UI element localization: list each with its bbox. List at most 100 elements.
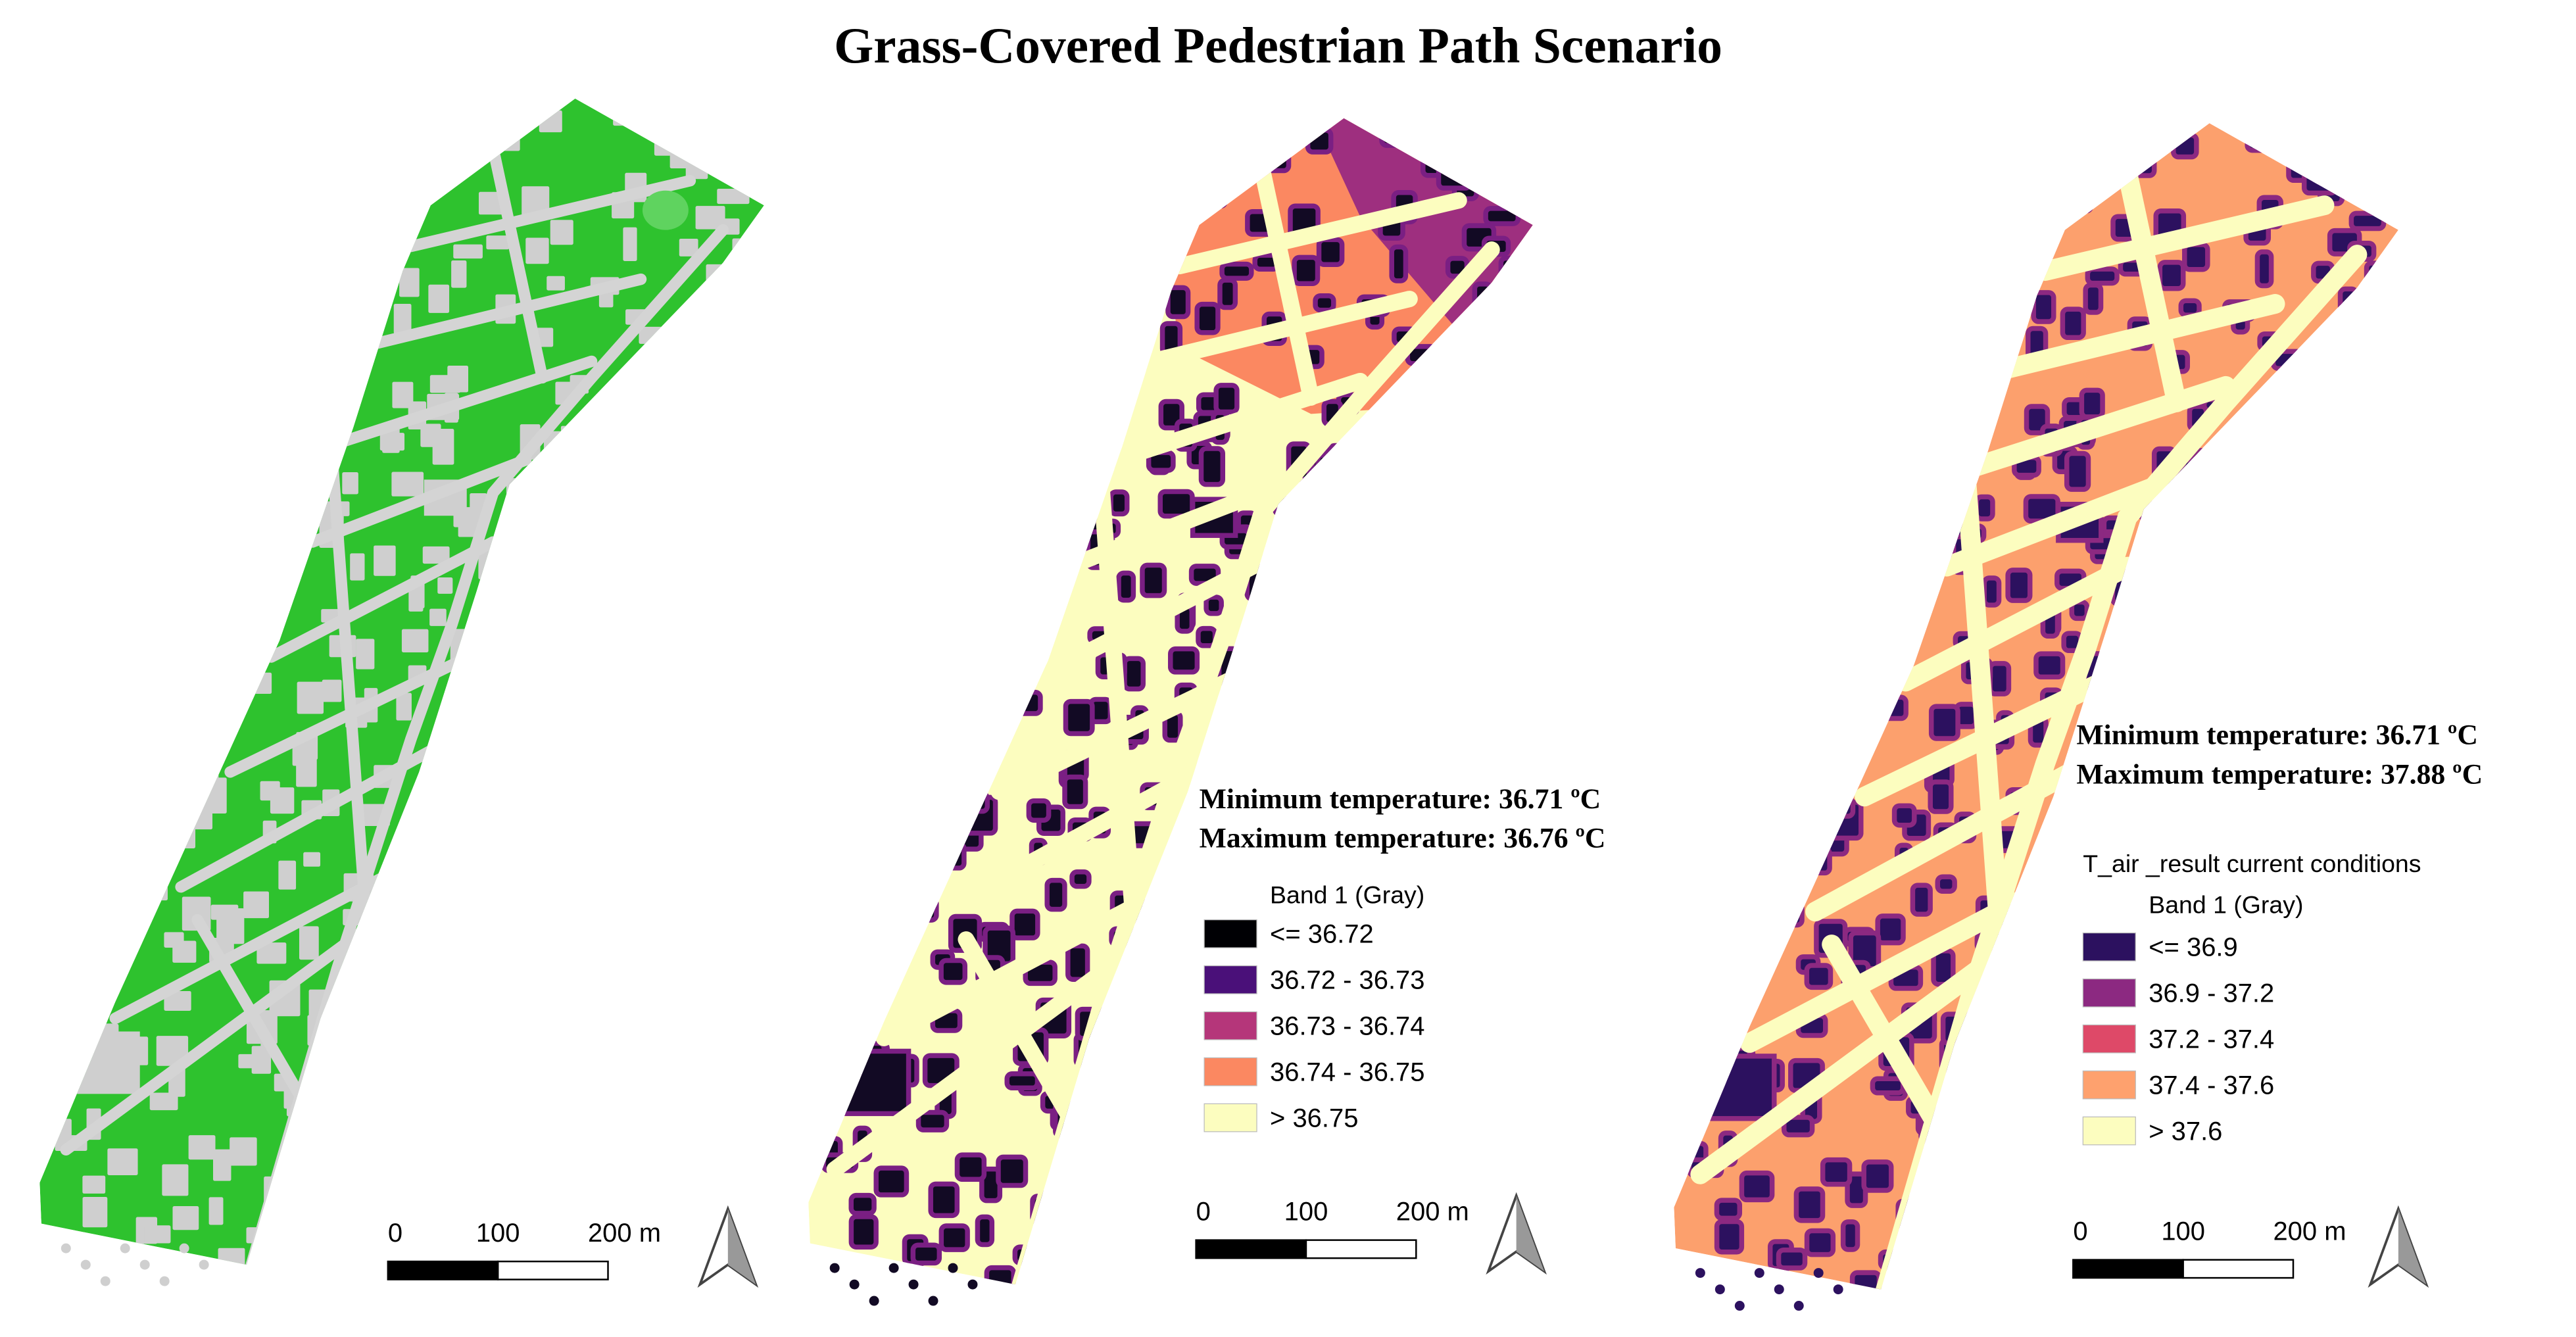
building: [874, 258, 893, 288]
building: [2373, 1146, 2394, 1186]
building: [1506, 652, 1533, 676]
building: [562, 1094, 591, 1123]
building: [2304, 1042, 2326, 1073]
building: [2392, 588, 2398, 625]
building: [2330, 569, 2359, 603]
building: [654, 122, 679, 156]
legend-label: <= 36.9: [2149, 933, 2238, 962]
building: [810, 1034, 844, 1054]
building: [853, 385, 885, 422]
building: [1225, 1185, 1250, 1213]
building: [1198, 446, 1226, 487]
building: [1354, 662, 1376, 694]
building: [41, 243, 59, 264]
building: [667, 931, 691, 961]
building: [2031, 290, 2056, 324]
building: [518, 1151, 544, 1169]
building: [2237, 541, 2271, 577]
building: [111, 538, 128, 565]
building: [971, 523, 1008, 550]
building: [1023, 1289, 1044, 1318]
building: [144, 1225, 171, 1244]
building: [399, 268, 420, 297]
building: [1300, 658, 1334, 683]
building: [1832, 382, 1854, 416]
building: [394, 1053, 416, 1077]
building: [728, 699, 750, 735]
tree-point: [1774, 1284, 1784, 1295]
building: [401, 827, 423, 847]
building: [1765, 280, 1797, 316]
tree-point: [829, 1263, 840, 1273]
building: [702, 550, 725, 577]
building: [1897, 497, 1918, 533]
building: [1974, 494, 1995, 522]
building: [525, 237, 549, 264]
building: [164, 990, 191, 1011]
building: [1834, 362, 1870, 382]
building: [324, 283, 354, 317]
road: [331, 355, 598, 450]
building: [190, 173, 215, 203]
scale-bar-white: [1305, 1239, 1417, 1259]
building: [2012, 1152, 2037, 1178]
building: [2033, 651, 2066, 680]
building: [2364, 260, 2385, 290]
building: [1848, 303, 1868, 344]
tree-point: [1754, 1268, 1764, 1278]
building: [1068, 323, 1105, 357]
building: [1155, 1044, 1185, 1080]
building: [1113, 296, 1146, 322]
building: [1438, 1000, 1470, 1028]
building: [2171, 132, 2199, 160]
building: [114, 641, 145, 664]
building: [460, 946, 491, 972]
building: [1674, 264, 1696, 291]
building: [82, 283, 98, 304]
building: [39, 619, 53, 633]
building: [611, 491, 637, 513]
building: [952, 504, 979, 533]
building: [1864, 400, 1901, 422]
building: [39, 114, 48, 141]
road: [241, 224, 729, 1265]
legend-label: <= 36.72: [1270, 920, 1374, 949]
temperature-stat: Minimum temperature: 36.71 ºC: [1200, 783, 1601, 815]
building: [260, 781, 280, 801]
building: [671, 952, 689, 985]
building: [2350, 481, 2382, 500]
building: [692, 418, 715, 441]
building: [1474, 861, 1497, 884]
building: [698, 339, 729, 354]
building: [1378, 682, 1409, 701]
building: [1217, 278, 1238, 310]
building: [702, 298, 721, 332]
building: [1219, 261, 1254, 281]
building: [1405, 623, 1440, 660]
building: [1433, 948, 1461, 983]
legend-swatch: [2082, 1116, 2136, 1146]
building: [1713, 306, 1735, 332]
building: [2127, 602, 2159, 641]
building: [2060, 158, 2082, 193]
building: [820, 635, 840, 665]
building: [354, 988, 372, 1019]
building: [623, 985, 640, 1013]
building: [1282, 693, 1305, 717]
building: [2039, 123, 2068, 145]
building: [2182, 242, 2210, 272]
building: [339, 1252, 365, 1265]
building: [172, 178, 203, 214]
building: [158, 297, 183, 323]
building: [1674, 629, 1702, 647]
building: [704, 754, 720, 773]
building: [1998, 984, 2031, 1021]
building: [113, 139, 141, 161]
building: [111, 418, 126, 435]
building: [515, 510, 538, 539]
road: [191, 913, 318, 1123]
building: [719, 554, 734, 575]
building: [548, 1080, 564, 1113]
building: [1339, 740, 1366, 772]
building: [1341, 746, 1374, 782]
